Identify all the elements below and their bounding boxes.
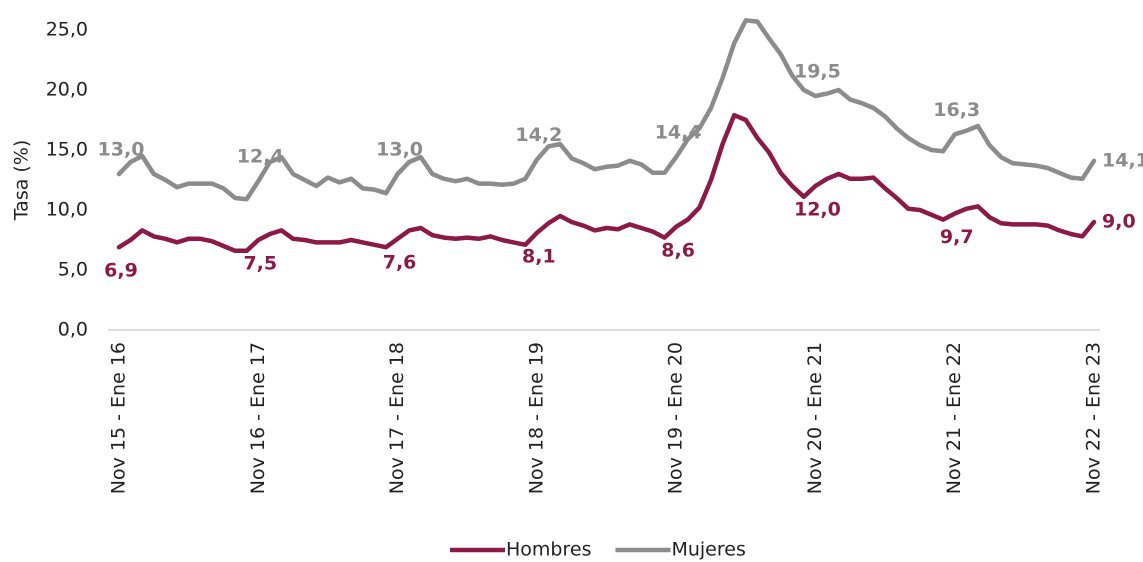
data-label: 14,4 — [655, 122, 702, 144]
data-label: 8,1 — [522, 245, 556, 267]
data-label: 16,3 — [933, 99, 980, 121]
x-tick-label: Nov 22 - Ene 23 — [1083, 342, 1105, 494]
y-tick-label: 15,0 — [46, 139, 88, 161]
x-tick-label: Nov 15 - Ene 16 — [108, 342, 130, 494]
y-tick-label: 5,0 — [58, 259, 88, 281]
data-label: 14,1 — [1102, 149, 1143, 171]
data-label: 7,5 — [243, 253, 277, 275]
y-tick-label: 25,0 — [46, 19, 88, 41]
data-label: 12,0 — [794, 199, 841, 221]
series-line — [116, 18, 1097, 202]
series-line — [116, 112, 1097, 254]
x-tick-label: Nov 17 - Ene 18 — [386, 342, 408, 494]
data-label: 13,0 — [98, 139, 145, 161]
x-tick-label: Nov 19 - Ene 20 — [665, 342, 687, 494]
data-label: 9,7 — [940, 226, 974, 248]
data-label: 14,2 — [515, 124, 562, 146]
x-tick-label: Nov 21 - Ene 22 — [943, 342, 965, 494]
legend-label: Mujeres — [671, 539, 745, 561]
y-tick-label: 0,0 — [58, 319, 88, 341]
x-tick-label: Nov 18 - Ene 19 — [525, 342, 547, 494]
data-label: 9,0 — [1102, 211, 1136, 233]
x-tick-label: Nov 16 - Ene 17 — [247, 342, 269, 494]
data-label: 19,5 — [794, 61, 841, 83]
x-tick-label: Nov 20 - Ene 21 — [804, 342, 826, 494]
y-tick-label: 20,0 — [46, 79, 88, 101]
legend-label: Hombres — [506, 539, 591, 561]
y-tick-label: 10,0 — [46, 199, 88, 221]
data-label: 6,9 — [104, 260, 138, 282]
y-axis-label: Tasa (%) — [11, 140, 33, 222]
data-label: 8,6 — [661, 239, 695, 261]
data-label: 13,0 — [376, 139, 423, 161]
data-label: 12,4 — [237, 146, 284, 168]
data-label: 7,6 — [383, 251, 417, 273]
